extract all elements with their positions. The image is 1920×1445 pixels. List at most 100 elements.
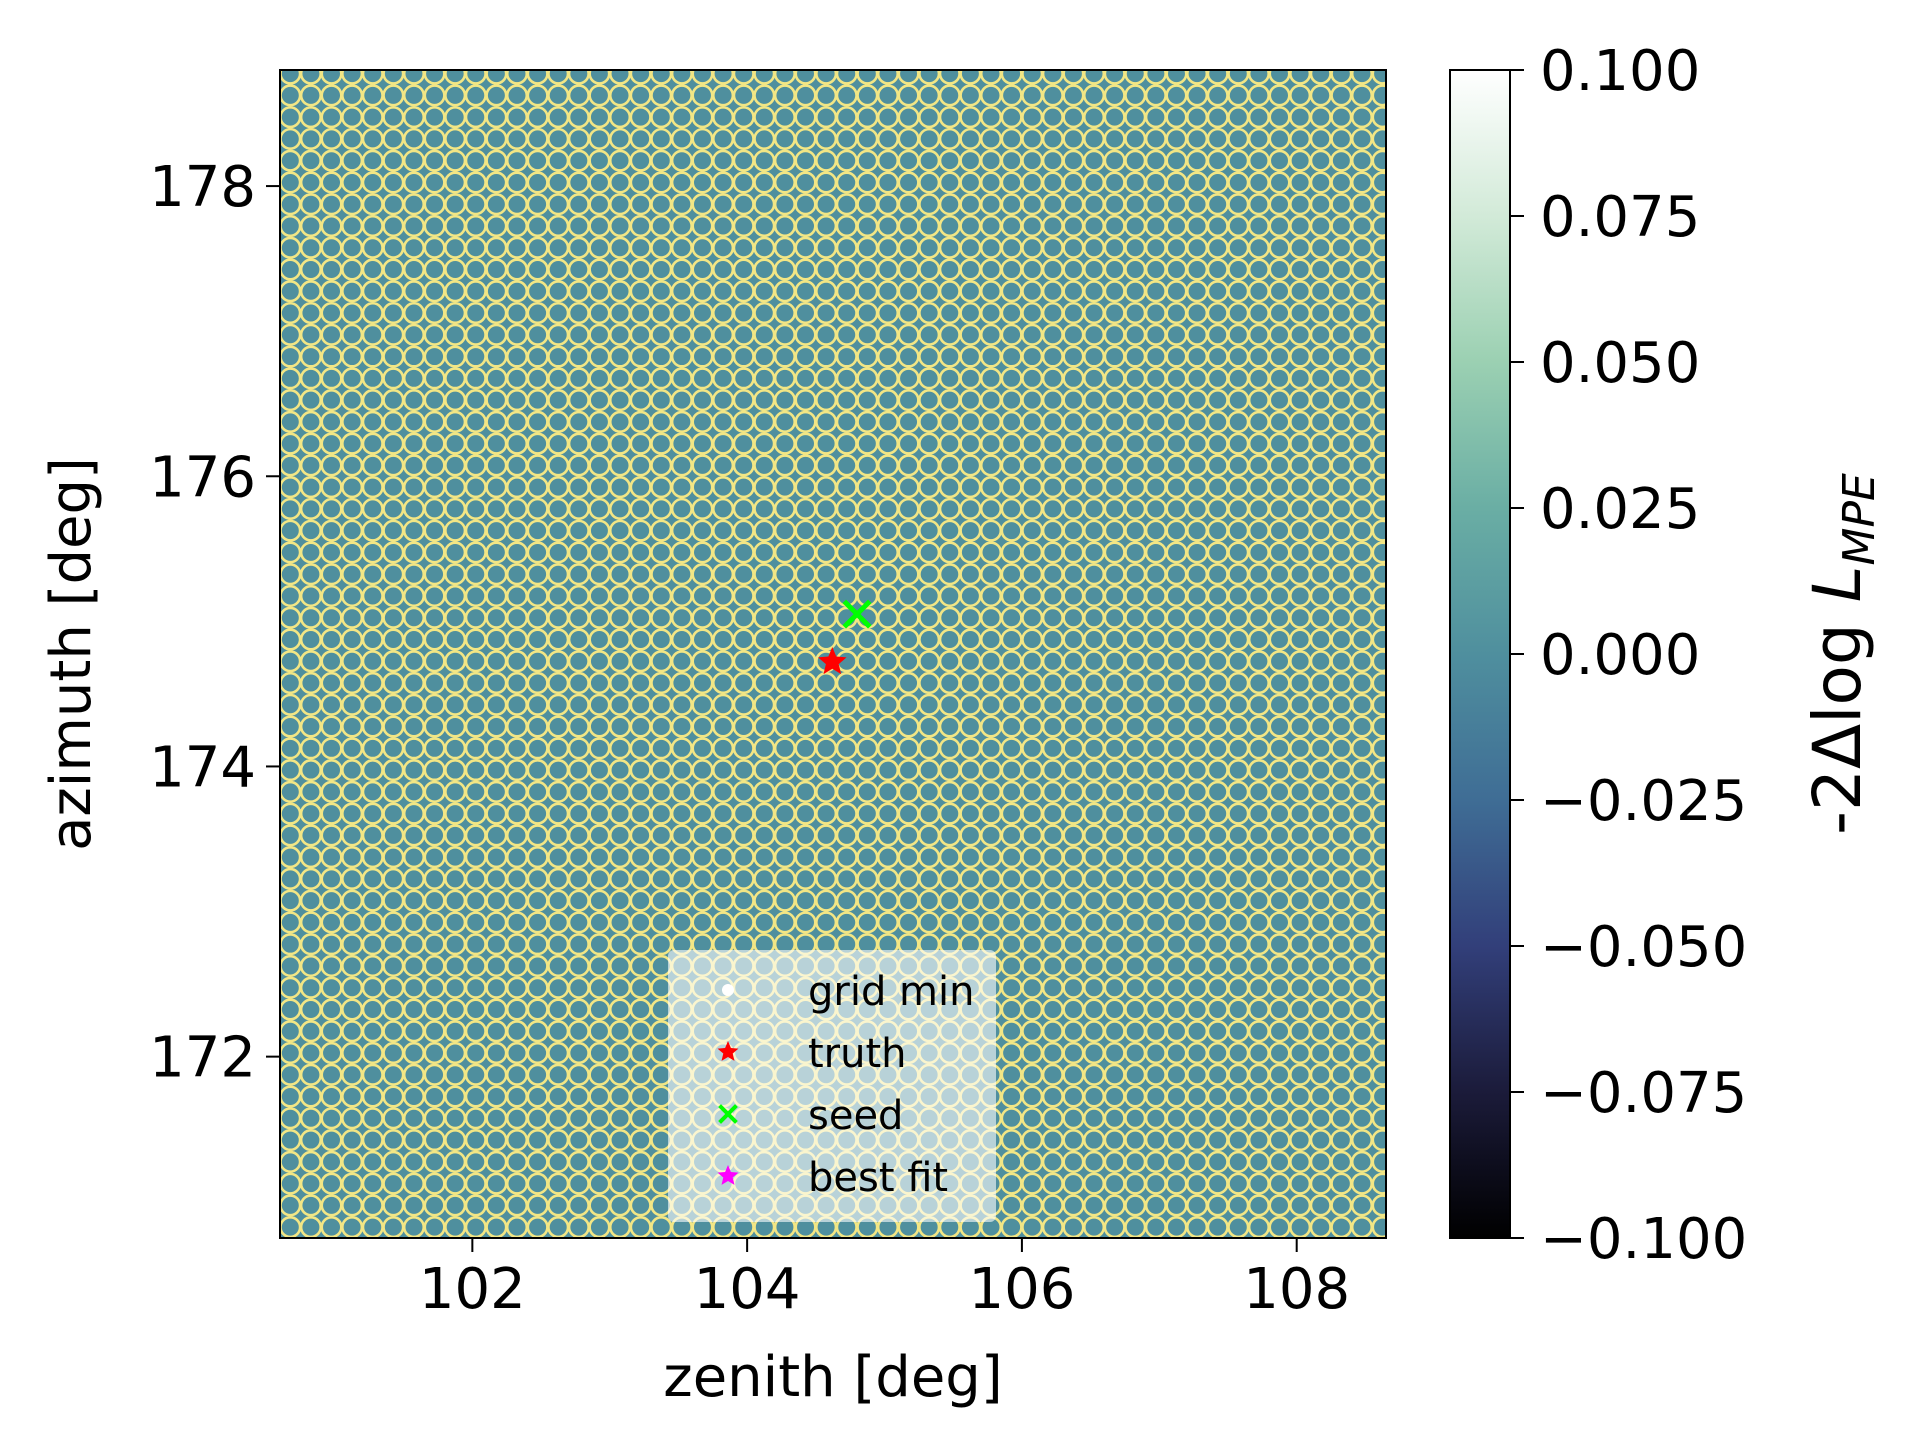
grid-cell-54-20 bbox=[1393, 782, 1413, 802]
x-axis: 102 104 106 108 bbox=[419, 1238, 1350, 1322]
grid-cell-49-54 bbox=[1290, 42, 1310, 62]
grid-cell-26-54 bbox=[816, 42, 836, 62]
grid-cell-53-37 bbox=[1371, 410, 1386, 433]
grid-cell-54-21 bbox=[1393, 760, 1413, 780]
grid-cell-54-25 bbox=[1393, 673, 1413, 693]
grid-cell-11-54 bbox=[507, 42, 527, 62]
grid-cell-52-54 bbox=[1352, 42, 1372, 62]
grid-cell-54-16 bbox=[1393, 869, 1413, 889]
grid-cell-43-54 bbox=[1167, 42, 1187, 62]
grid-cell-54-37 bbox=[1393, 412, 1413, 432]
y-axis-label: azimuth [deg] bbox=[39, 457, 104, 851]
grid-cell-54-28 bbox=[1393, 608, 1413, 628]
grid-cell-30-54 bbox=[899, 42, 919, 62]
grid-cell-54-14 bbox=[1393, 913, 1413, 933]
grid-cell-14-54 bbox=[569, 42, 589, 62]
grid-cell-54-52 bbox=[1393, 86, 1413, 106]
grid-cell-27-54 bbox=[837, 42, 857, 62]
legend-symbol-grid-min bbox=[722, 984, 734, 996]
grid-cell-47-54 bbox=[1249, 42, 1269, 62]
grid-cell-54-42 bbox=[1393, 303, 1413, 323]
plot-area: grid min truth seed best fit bbox=[279, 42, 1413, 1239]
grid-cell-54-32 bbox=[1393, 521, 1413, 541]
grid-cell-54-23 bbox=[1393, 717, 1413, 737]
colorbar-tick-label-2: −0.050 bbox=[1540, 915, 1747, 980]
grid-cell-54-5 bbox=[1393, 1109, 1413, 1129]
grid-cell-53-24 bbox=[1371, 693, 1386, 716]
colorbar-tick-label-8: 0.100 bbox=[1540, 39, 1700, 104]
grid-cell-53-30 bbox=[1371, 563, 1386, 586]
grid-cell-28-54 bbox=[858, 42, 878, 62]
grid-cell-46-54 bbox=[1229, 42, 1249, 62]
grid-cell-53-14 bbox=[1371, 911, 1386, 934]
legend-label-best-fit: best fit bbox=[808, 1155, 948, 1201]
grid-cell-53-23 bbox=[1371, 715, 1386, 738]
grid-cell-53-41 bbox=[1371, 323, 1386, 346]
grid-cell-54-1 bbox=[1393, 1196, 1413, 1216]
grid-cell-53-20 bbox=[1371, 780, 1386, 803]
legend: grid min truth seed best fit bbox=[668, 950, 996, 1222]
grid-cell-54-24 bbox=[1393, 695, 1413, 715]
x-axis-label: zenith [deg] bbox=[663, 1345, 1002, 1410]
grid-cell-50-54 bbox=[1311, 42, 1331, 62]
grid-cell-53-6 bbox=[1371, 1085, 1386, 1108]
grid-cell-53-12 bbox=[1371, 954, 1386, 978]
grid-cell-53-2 bbox=[1371, 1172, 1386, 1195]
grid-cell-53-33 bbox=[1371, 497, 1386, 520]
grid-cell-53-11 bbox=[1371, 976, 1386, 999]
grid-cell-12-54 bbox=[528, 42, 548, 62]
grid-cell-22-54 bbox=[734, 42, 754, 62]
grid-cell-54-39 bbox=[1393, 369, 1413, 389]
grid-cell-53-45 bbox=[1371, 236, 1386, 259]
grid-cell-54-27 bbox=[1393, 630, 1413, 650]
colorbar-tick-label-5: 0.025 bbox=[1540, 477, 1700, 542]
grid-cell-3-54 bbox=[342, 42, 362, 62]
x-tick-label-102: 102 bbox=[419, 1257, 526, 1322]
grid-cell-31-54 bbox=[919, 42, 939, 62]
grid-cell-54-17 bbox=[1393, 847, 1413, 867]
grid-cell-54-35 bbox=[1393, 456, 1413, 476]
grid-cell-53-21 bbox=[1371, 758, 1386, 782]
grid-cell-53-7 bbox=[1371, 1063, 1386, 1086]
grid-cell-53-38 bbox=[1371, 389, 1386, 412]
grid-cell-53-13 bbox=[1371, 933, 1386, 956]
grid-cell-53-47 bbox=[1371, 193, 1386, 216]
y-tick-label-172: 172 bbox=[149, 1026, 256, 1091]
legend-label-seed: seed bbox=[808, 1093, 903, 1139]
grid-cell-6-54 bbox=[404, 42, 424, 62]
grid-cell-53-46 bbox=[1371, 214, 1386, 238]
grid-cell-4-54 bbox=[363, 42, 383, 62]
grid-cell-53-51 bbox=[1371, 106, 1386, 129]
grid-cell-38-54 bbox=[1064, 42, 1084, 62]
heatmap-grid-overlay bbox=[280, 42, 1413, 1238]
grid-cell-17-54 bbox=[631, 42, 651, 62]
grid-cell-19-54 bbox=[672, 42, 692, 62]
chart-markers bbox=[818, 599, 872, 675]
grid-cell-53-25 bbox=[1371, 671, 1386, 695]
grid-cell-54-18 bbox=[1393, 826, 1413, 846]
grid-cell-44-54 bbox=[1187, 42, 1207, 62]
colorbar-tick-label-0: −0.100 bbox=[1540, 1207, 1747, 1272]
grid-cell-53-5 bbox=[1371, 1107, 1386, 1130]
grid-cell-53-39 bbox=[1371, 367, 1386, 390]
grid-cell-24-54 bbox=[775, 42, 795, 62]
grid-cell-53-8 bbox=[1371, 1041, 1386, 1065]
grid-cell-53-9 bbox=[1371, 1020, 1386, 1043]
grid-cell-1-54 bbox=[301, 42, 321, 62]
grid-cell-53-16 bbox=[1371, 867, 1386, 890]
x-tick-label-106: 106 bbox=[968, 1257, 1075, 1322]
grid-cell-54-12 bbox=[1393, 956, 1413, 976]
grid-cell-53-3 bbox=[1371, 1150, 1386, 1173]
grid-cell-42-54 bbox=[1146, 42, 1166, 62]
grid-cell-53-18 bbox=[1371, 824, 1386, 847]
grid-cell-54-11 bbox=[1393, 978, 1413, 998]
grid-cell-53-43 bbox=[1371, 280, 1386, 303]
colorbar: −0.100 −0.075 −0.050 −0.025 0.000 0.025 0.050 0… bbox=[1449, 39, 1885, 1272]
grid-cell-54-13 bbox=[1393, 934, 1413, 954]
grid-cell-54-15 bbox=[1393, 891, 1413, 911]
legend-symbol-seed bbox=[718, 1104, 738, 1124]
colorbar-tick-label-1: −0.075 bbox=[1540, 1061, 1747, 1126]
grid-cell-53-28 bbox=[1371, 606, 1386, 629]
grid-cell-54-22 bbox=[1393, 739, 1413, 759]
